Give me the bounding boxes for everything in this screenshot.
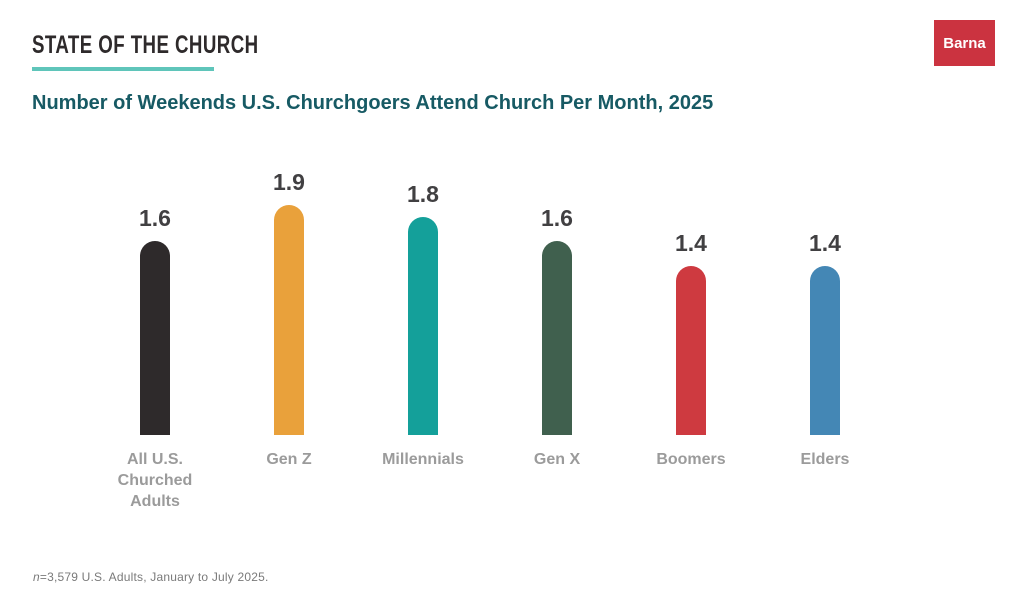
bar-category-label: Gen Z (266, 451, 312, 468)
bar-category-label: Elders (800, 451, 850, 468)
footnote-rest: =3,579 U.S. Adults, January to July 2025… (39, 570, 269, 584)
bar-group: 1.4 Boomers (624, 135, 758, 468)
bar-group: 1.8 Millennials (356, 135, 490, 468)
bar-group: 1.9 Gen Z (222, 135, 356, 468)
bar-group: 1.6 All U.S. Churched Adults (88, 135, 222, 510)
barna-logo: Barna (934, 20, 995, 66)
bar (542, 241, 572, 435)
barna-logo-text: Barna (943, 34, 986, 52)
bar (140, 241, 170, 435)
bar-value-label: 1.4 (809, 230, 841, 256)
brand-underline (32, 67, 214, 71)
bar (408, 217, 438, 435)
bar-value-label: 1.9 (273, 169, 305, 195)
brand-block: STATE OF THE CHURCH (32, 30, 299, 71)
bar (274, 205, 304, 435)
footnote-n: n (33, 570, 40, 584)
brand-title: STATE OF THE CHURCH (32, 30, 259, 59)
bar-category-label: Boomers (656, 451, 726, 468)
chart-title: Number of Weekends U.S. Churchgoers Atte… (32, 92, 714, 114)
bar-chart: 1.6 All U.S. Churched Adults 1.9 Gen Z 1.8 Mi… (88, 135, 892, 510)
bar-category-label: Gen X (533, 451, 581, 468)
footnote: n=3,579 U.S. Adults, January to July 202… (33, 570, 269, 584)
bar-group: 1.4 Elders (758, 135, 892, 468)
bar (810, 266, 840, 435)
bar-category-label: Millennials (382, 451, 464, 468)
bar-group: 1.6 Gen X (490, 135, 624, 468)
bar (676, 266, 706, 435)
bar-category-label: All U.S. Churched Adults (117, 451, 193, 510)
bar-value-label: 1.6 (541, 205, 573, 231)
bar-value-label: 1.4 (675, 230, 707, 256)
bar-value-label: 1.8 (407, 181, 439, 207)
bar-value-label: 1.6 (139, 205, 171, 231)
